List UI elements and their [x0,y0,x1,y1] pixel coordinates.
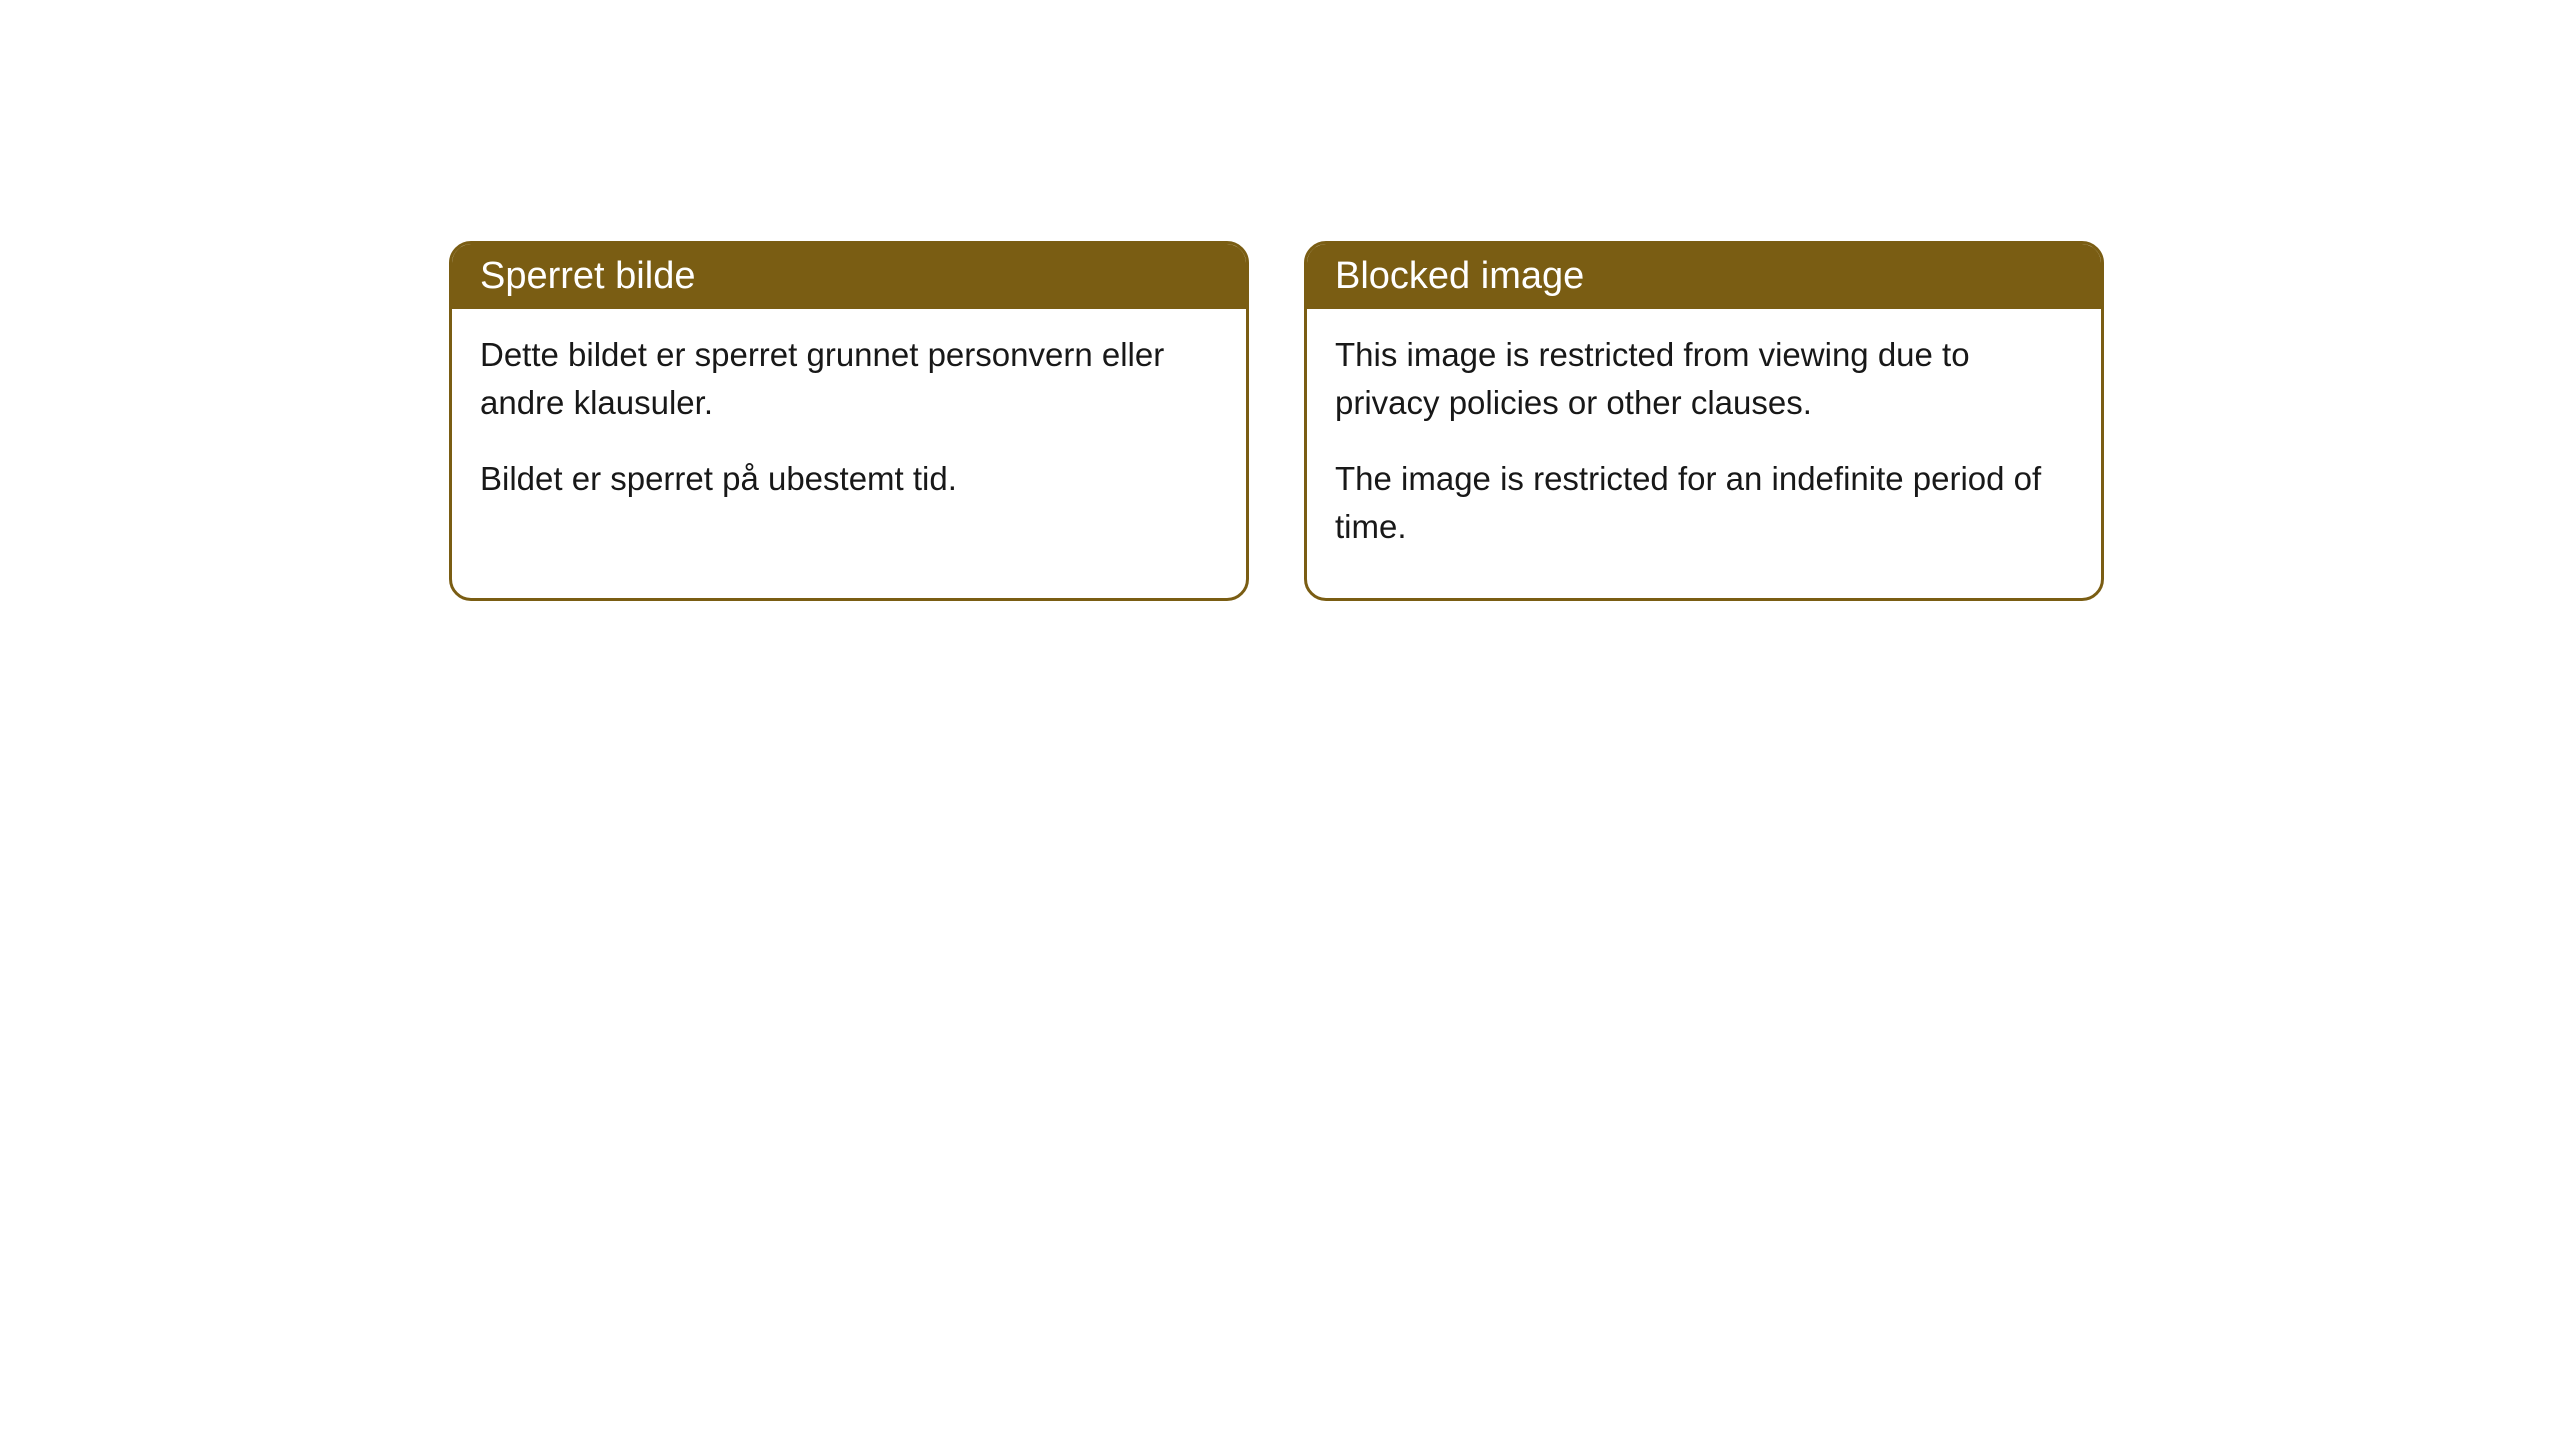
card-header: Blocked image [1307,244,2101,309]
card-header: Sperret bilde [452,244,1246,309]
card-body: This image is restricted from viewing du… [1307,309,2101,598]
card-paragraph: This image is restricted from viewing du… [1335,331,2073,427]
card-title: Sperret bilde [480,255,695,297]
notice-cards-container: Sperret bilde Dette bildet er sperret gr… [449,241,2104,601]
card-title: Blocked image [1335,255,1584,297]
card-body: Dette bildet er sperret grunnet personve… [452,309,1246,551]
card-paragraph: Bildet er sperret på ubestemt tid. [480,455,1218,503]
card-paragraph: The image is restricted for an indefinit… [1335,455,2073,551]
notice-card-norwegian: Sperret bilde Dette bildet er sperret gr… [449,241,1249,601]
card-paragraph: Dette bildet er sperret grunnet personve… [480,331,1218,427]
notice-card-english: Blocked image This image is restricted f… [1304,241,2104,601]
